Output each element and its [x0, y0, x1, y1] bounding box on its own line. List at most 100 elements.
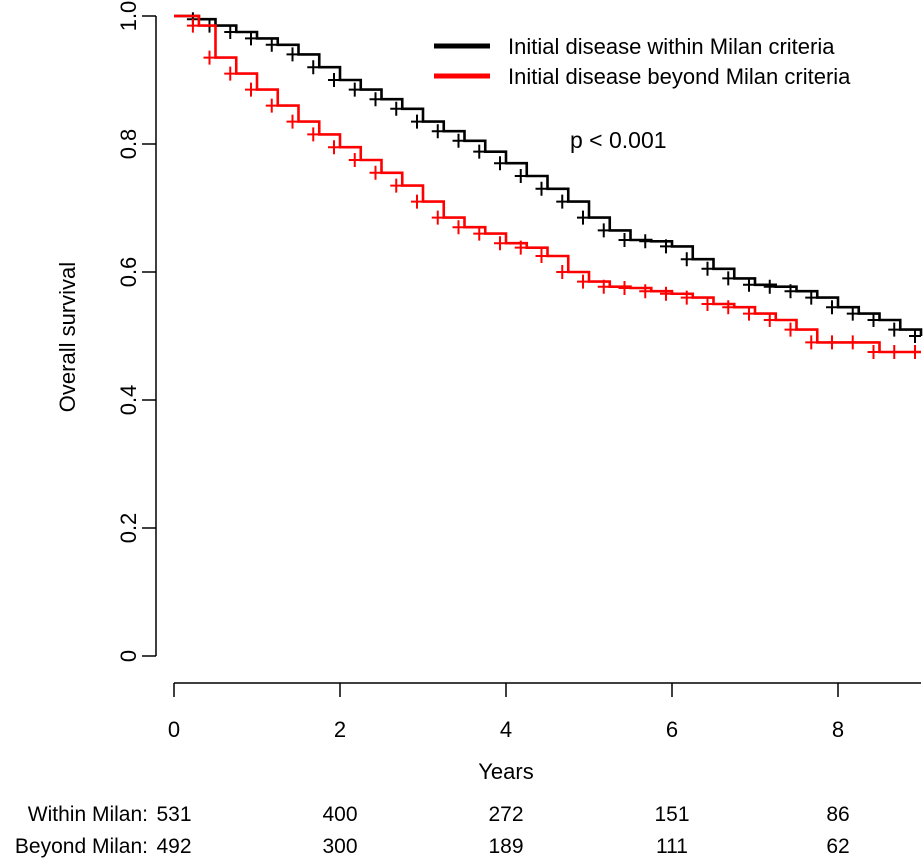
x-tick-label: 8 — [832, 717, 844, 742]
series-layer — [174, 12, 923, 359]
legend-label: Initial disease beyond Milan criteria — [508, 64, 851, 89]
censor-mark — [805, 290, 818, 305]
censor-mark — [597, 279, 610, 294]
p-value-annotation: p < 0.001 — [570, 127, 667, 153]
y-tick-label: 0.4 — [116, 385, 141, 416]
censor-mark — [743, 277, 755, 292]
censor-mark — [369, 165, 382, 180]
censor-mark — [265, 37, 278, 52]
censor-mark — [369, 92, 382, 107]
censor-mark — [411, 114, 423, 129]
y-tick-label: 0 — [116, 650, 141, 662]
censor-mark — [245, 82, 257, 97]
y-tick-label: 1.0 — [116, 1, 141, 32]
censor-mark — [452, 220, 465, 235]
risk-count: 151 — [654, 803, 689, 826]
censor-mark — [701, 297, 714, 311]
risk-count: 492 — [156, 835, 191, 858]
censor-mark — [494, 156, 506, 171]
y-axis-label: Overall survival — [55, 262, 80, 412]
censor-mark — [431, 124, 444, 139]
censor-mark — [701, 261, 714, 276]
censor-mark — [328, 140, 340, 155]
censor-mark — [805, 335, 818, 350]
censor-mark — [431, 210, 444, 225]
censor-mark — [514, 169, 527, 183]
censor-mark — [514, 240, 527, 255]
censor-mark — [390, 101, 403, 116]
censor-mark — [556, 265, 569, 279]
censor-mark — [535, 249, 548, 263]
censor-mark — [556, 194, 569, 209]
censor-mark — [307, 127, 320, 142]
censor-mark — [535, 181, 548, 196]
x-tick-label: 4 — [500, 717, 512, 742]
censor-mark — [722, 300, 735, 315]
censor-mark — [826, 300, 838, 315]
censor-mark — [680, 290, 693, 305]
censor-mark — [826, 335, 838, 350]
censor-mark — [909, 345, 921, 359]
censor-mark — [867, 345, 880, 359]
censor-mark — [763, 279, 776, 294]
risk-count: 86 — [826, 803, 849, 826]
x-tick-label: 6 — [666, 717, 678, 742]
risk-count: 272 — [488, 803, 523, 826]
censor-mark — [639, 234, 652, 249]
x-axis-label: Years — [478, 759, 533, 784]
censor-mark — [784, 284, 797, 299]
censor-mark — [722, 271, 735, 286]
risk-count: 300 — [322, 835, 357, 858]
censor-mark — [452, 133, 465, 148]
censor-mark — [888, 322, 901, 337]
censor-mark — [286, 47, 299, 62]
censor-mark — [909, 329, 921, 343]
censor-mark — [224, 66, 237, 81]
censor-mark — [411, 194, 423, 209]
risk-count: 531 — [156, 803, 191, 826]
risk-table: Within Milan: 531 400 272 151 86 Beyond Milan:… — [15, 803, 850, 858]
censor-mark — [328, 73, 340, 87]
censor-mark — [577, 210, 589, 225]
x-tick-label: 2 — [334, 717, 346, 742]
risk-row-label: Beyond Milan: — [15, 835, 148, 858]
legend: Initial disease within Milan criteria Ini… — [434, 34, 851, 89]
risk-count: 189 — [488, 835, 523, 858]
x-tick-label: 0 — [168, 717, 180, 742]
censor-mark — [286, 114, 299, 129]
censor-mark — [763, 313, 776, 327]
censor-mark — [846, 306, 859, 321]
censor-mark — [618, 281, 631, 295]
censor-mark — [473, 226, 486, 241]
y-tick-label: 0.8 — [116, 129, 141, 160]
axes: 0 2 4 6 8 0 0.2 0.4 0.6 0.8 1.0 — [116, 1, 921, 742]
censor-mark — [203, 50, 216, 65]
censor-mark — [348, 82, 361, 97]
legend-label: Initial disease within Milan criteria — [508, 34, 835, 59]
censor-mark — [680, 252, 693, 267]
censor-mark — [224, 25, 237, 39]
censor-mark — [577, 274, 589, 289]
censor-mark — [618, 233, 631, 247]
censor-mark — [784, 322, 797, 337]
censor-mark — [265, 98, 278, 113]
censor-mark — [743, 306, 755, 321]
censor-mark — [348, 153, 361, 167]
censor-mark — [639, 284, 652, 299]
risk-count: 62 — [826, 835, 849, 858]
censor-mark — [390, 178, 403, 193]
risk-count: 111 — [656, 835, 688, 858]
censor-mark — [660, 239, 672, 254]
censor-mark — [245, 31, 257, 46]
censor-mark — [888, 345, 901, 359]
censor-mark — [186, 18, 199, 33]
censor-mark — [846, 335, 859, 350]
censor-mark — [494, 236, 506, 251]
censor-mark — [660, 286, 672, 301]
censor-mark — [307, 60, 320, 75]
censor-mark — [473, 144, 486, 159]
risk-count: 400 — [322, 803, 357, 826]
y-tick-label: 0.2 — [116, 513, 141, 544]
censor-mark — [867, 313, 880, 327]
